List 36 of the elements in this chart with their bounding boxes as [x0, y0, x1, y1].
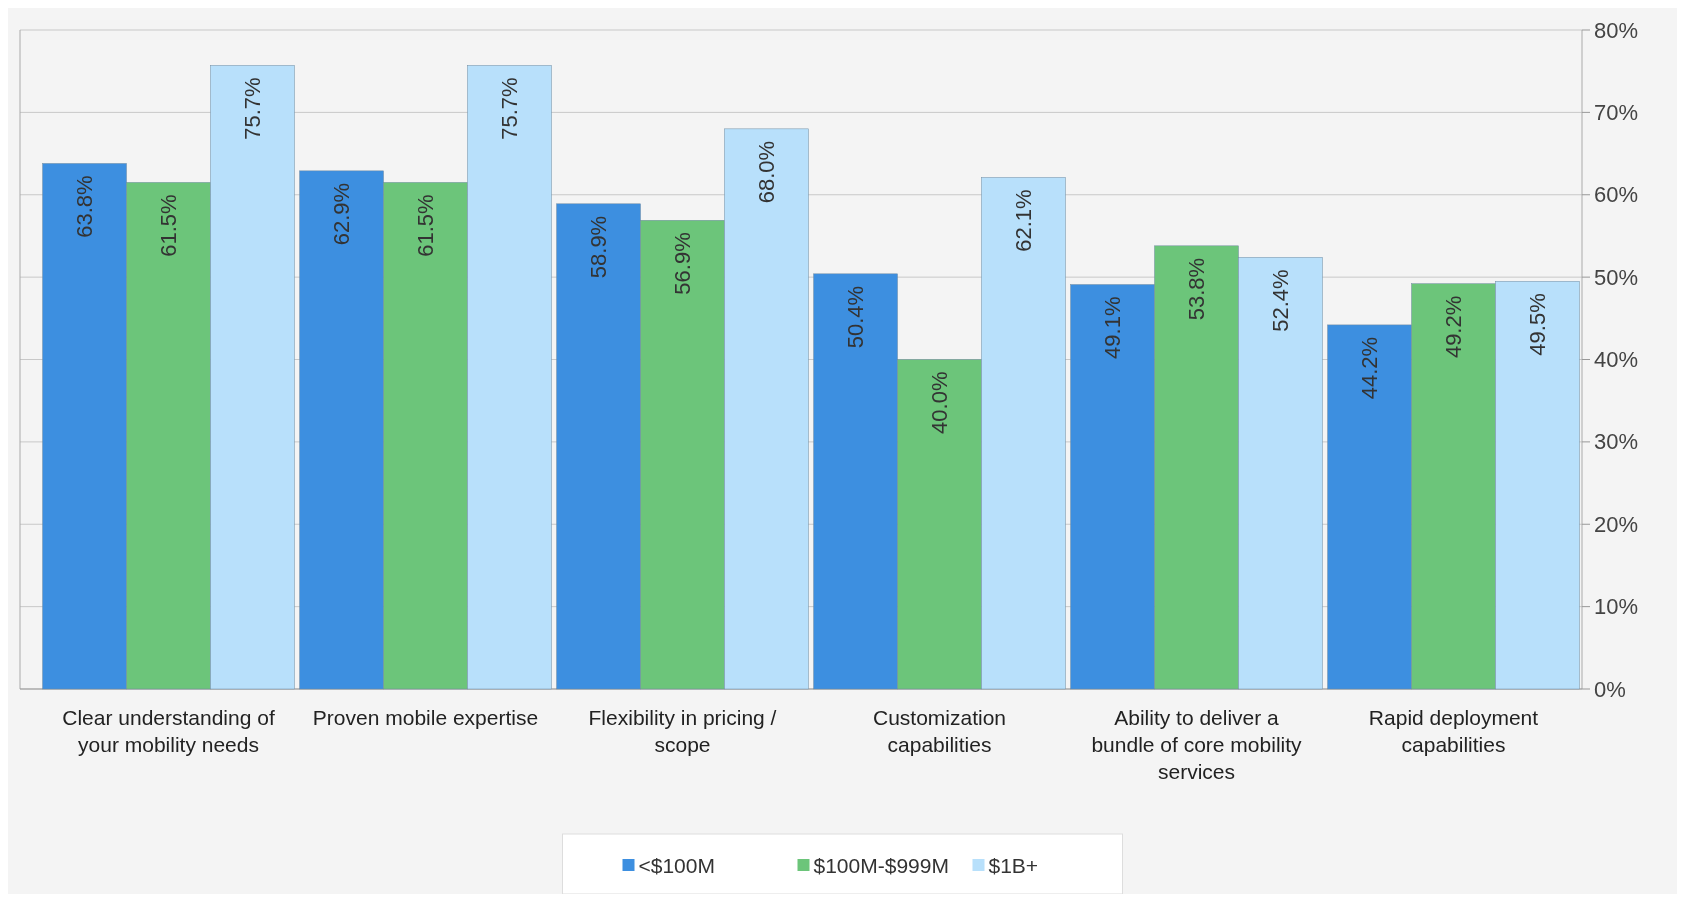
- data-label: 68.0%: [753, 140, 779, 204]
- data-label: 49.5%: [1524, 293, 1550, 356]
- data-label: 52.4%: [1267, 269, 1293, 332]
- legend-label: <$100M: [638, 853, 715, 877]
- y-tick-label: 70%: [1594, 99, 1639, 125]
- data-label: 56.9%: [670, 232, 695, 295]
- data-label: 40.0%: [927, 371, 952, 434]
- y-tick-label: 80%: [1594, 17, 1639, 43]
- x-tick-label: Proven mobile expertise: [312, 706, 539, 729]
- y-tick-label: 50%: [1594, 264, 1639, 290]
- y-tick-label: 60%: [1594, 182, 1639, 208]
- x-tick-label: Customization capabilities: [872, 706, 1007, 756]
- data-label: 49.2%: [1441, 295, 1466, 359]
- data-label: 62.1%: [1010, 189, 1036, 252]
- data-label: 58.9%: [586, 215, 612, 279]
- data-label: 49.1%: [1100, 296, 1126, 359]
- data-label: 63.8%: [72, 175, 98, 238]
- data-label: 44.2%: [1357, 336, 1383, 400]
- y-tick-label: 30%: [1594, 429, 1639, 455]
- legend-label: $100M-$999M: [813, 853, 949, 877]
- x-tick-label: Flexibility in pricing / scope: [588, 706, 777, 756]
- y-tick-label: 10%: [1594, 594, 1639, 620]
- data-label: 50.4%: [843, 285, 869, 349]
- data-label: 62.9%: [329, 182, 355, 246]
- data-label: 61.5%: [156, 194, 181, 257]
- y-tick-label: 0%: [1594, 676, 1626, 702]
- y-tick-label: 40%: [1594, 347, 1639, 372]
- data-label: 53.8%: [1184, 257, 1209, 321]
- data-label: 75.7%: [239, 77, 265, 140]
- x-tick-label: Rapid deployment capabilities: [1368, 706, 1539, 756]
- data-label: 75.7%: [496, 77, 522, 140]
- data-label: 61.5%: [413, 194, 438, 257]
- y-tick-label: 20%: [1594, 511, 1639, 537]
- x-tick-label: Clear understanding of your mobility needs: [62, 706, 275, 756]
- x-tick-label: Ability to deliver a bundle of core mobility services: [1091, 706, 1303, 783]
- legend-label: $1B+: [988, 853, 1039, 877]
